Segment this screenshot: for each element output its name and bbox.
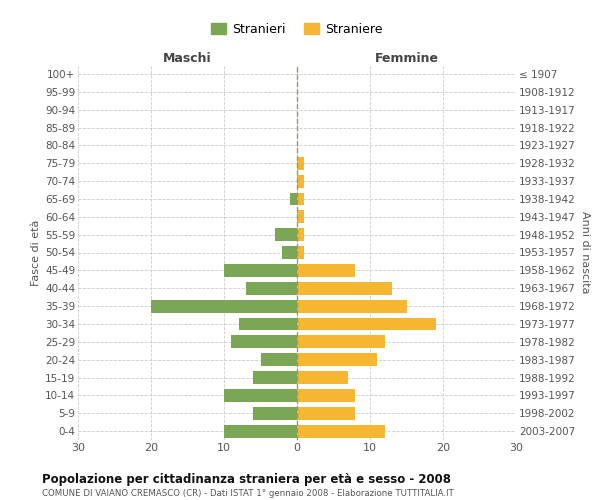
Bar [246,282,297,294]
Bar [297,389,355,402]
Y-axis label: Fasce di età: Fasce di età [31,220,41,286]
Bar [297,192,304,205]
Legend: Stranieri, Straniere: Stranieri, Straniere [207,19,387,40]
Bar [297,210,304,223]
Bar [275,228,297,241]
Bar [253,371,297,384]
Bar [224,424,297,438]
Bar [283,246,297,259]
Bar [297,300,407,312]
Bar [224,264,297,277]
Bar [297,371,348,384]
Bar [151,300,297,312]
Y-axis label: Anni di nascita: Anni di nascita [580,211,590,294]
Bar [297,407,355,420]
Bar [253,407,297,420]
Text: Maschi: Maschi [163,52,212,65]
Text: Femmine: Femmine [374,52,439,65]
Bar [224,389,297,402]
Text: COMUNE DI VAIANO CREMASCO (CR) - Dati ISTAT 1° gennaio 2008 - Elaborazione TUTTI: COMUNE DI VAIANO CREMASCO (CR) - Dati IS… [42,489,454,498]
Bar [297,174,304,188]
Bar [239,318,297,330]
Bar [260,353,297,366]
Bar [297,157,304,170]
Text: Popolazione per cittadinanza straniera per età e sesso - 2008: Popolazione per cittadinanza straniera p… [42,472,451,486]
Bar [297,282,392,294]
Bar [297,264,355,277]
Bar [297,246,304,259]
Bar [297,353,377,366]
Bar [297,336,385,348]
Bar [297,228,304,241]
Bar [232,336,297,348]
Bar [297,318,436,330]
Bar [290,192,297,205]
Bar [297,424,385,438]
